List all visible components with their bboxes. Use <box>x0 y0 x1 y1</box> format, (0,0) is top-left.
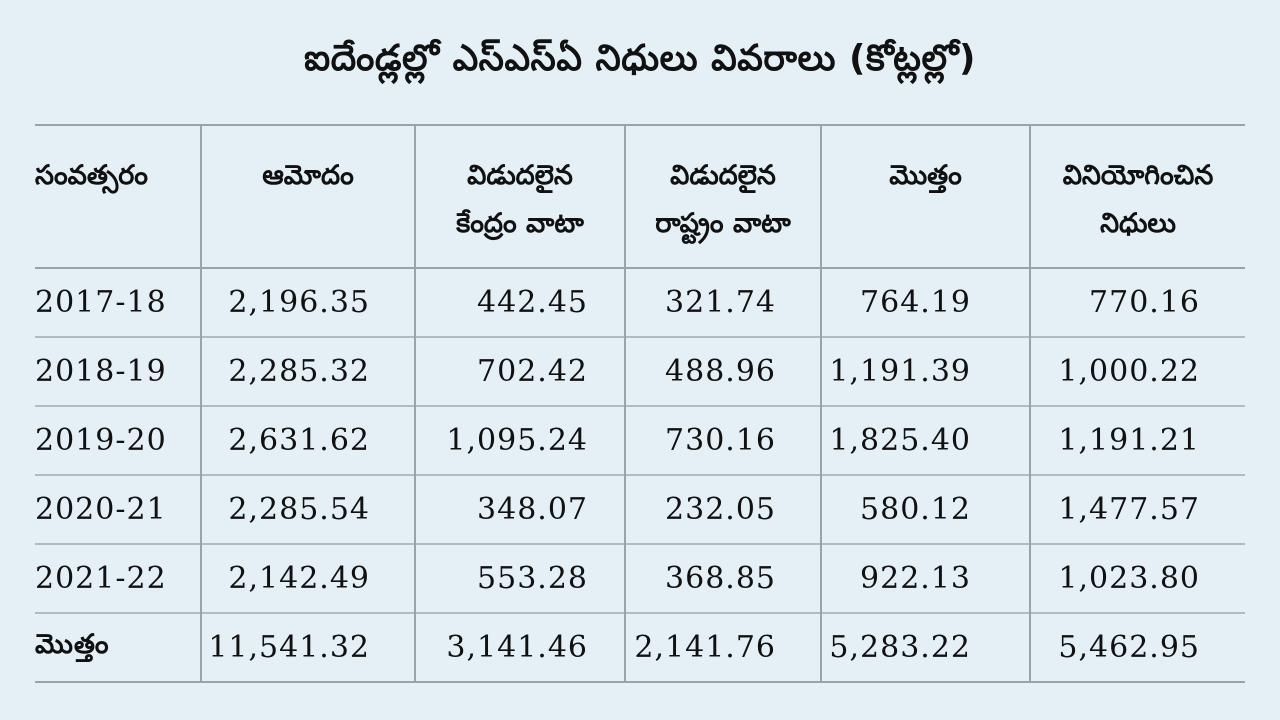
total-total-cell: 5,283.22 <box>820 613 1030 682</box>
table-row: 2017-18 2,196.35 442.45 321.74 764.19 77… <box>35 268 1245 337</box>
year-cell: 2019-20 <box>35 423 167 458</box>
central-cell: 702.42 <box>414 337 625 406</box>
state-cell: 321.74 <box>624 268 821 337</box>
table-row: 2019-20 2,631.62 1,095.24 730.16 1,825.4… <box>35 406 1245 475</box>
state-cell: 232.05 <box>624 475 821 544</box>
header-row: సంవత్సరం ఆమోదం విడుదలైన కేంద్రం వాటా విడు… <box>35 125 1245 268</box>
used-cell: 1,477.57 <box>1029 475 1245 544</box>
header-used-funds: వినియోగించిన నిధులు <box>1029 125 1245 268</box>
header-central-share: విడుదలైన కేంద్రం వాటా <box>414 125 625 268</box>
approval-cell: 2,631.62 <box>200 406 415 475</box>
approval-cell: 2,142.49 <box>200 544 415 613</box>
total-cell: 1,825.40 <box>820 406 1030 475</box>
state-cell: 488.96 <box>624 337 821 406</box>
totals-row: మొత్తం 11,541.32 3,141.46 2,141.76 5,283… <box>35 613 1245 682</box>
approval-cell: 2,285.32 <box>200 337 415 406</box>
approval-cell: 2,196.35 <box>200 268 415 337</box>
central-cell: 442.45 <box>414 268 625 337</box>
year-cell: 2018-19 <box>35 354 167 389</box>
total-central-cell: 3,141.46 <box>414 613 625 682</box>
funds-table: సంవత్సరం ఆమోదం విడుదలైన కేంద్రం వాటా విడు… <box>35 124 1245 683</box>
central-cell: 1,095.24 <box>414 406 625 475</box>
header-state-share: విడుదలైన రాష్ట్రం వాటా <box>624 125 821 268</box>
total-state-cell: 2,141.76 <box>624 613 821 682</box>
used-cell: 1,023.80 <box>1029 544 1245 613</box>
total-cell: 764.19 <box>820 268 1030 337</box>
used-cell: 1,191.21 <box>1029 406 1245 475</box>
header-total: మొత్తం <box>820 125 1030 268</box>
year-cell: 2021-22 <box>35 561 167 596</box>
total-used-cell: 5,462.95 <box>1029 613 1245 682</box>
central-cell: 553.28 <box>414 544 625 613</box>
approval-cell: 2,285.54 <box>200 475 415 544</box>
year-cell: 2017-18 <box>35 285 167 320</box>
central-cell: 348.07 <box>414 475 625 544</box>
total-cell: 1,191.39 <box>820 337 1030 406</box>
header-year: సంవత్సరం <box>35 160 148 191</box>
used-cell: 770.16 <box>1029 268 1245 337</box>
table-row: 2018-19 2,285.32 702.42 488.96 1,191.39 … <box>35 337 1245 406</box>
totals-label: మొత్తం <box>35 628 110 660</box>
table-row: 2020-21 2,285.54 348.07 232.05 580.12 1,… <box>35 475 1245 544</box>
used-cell: 1,000.22 <box>1029 337 1245 406</box>
total-cell: 580.12 <box>820 475 1030 544</box>
total-approval-cell: 11,541.32 <box>200 613 415 682</box>
header-approval: ఆమోదం <box>200 125 415 268</box>
state-cell: 368.85 <box>624 544 821 613</box>
state-cell: 730.16 <box>624 406 821 475</box>
page-title: ఐదేండ్లల్లో ఎస్‌ఎస్‌ఏ నిధులు వివరాలు (కో… <box>304 38 976 79</box>
table-row: 2021-22 2,142.49 553.28 368.85 922.13 1,… <box>35 544 1245 613</box>
year-cell: 2020-21 <box>35 492 167 527</box>
total-cell: 922.13 <box>820 544 1030 613</box>
